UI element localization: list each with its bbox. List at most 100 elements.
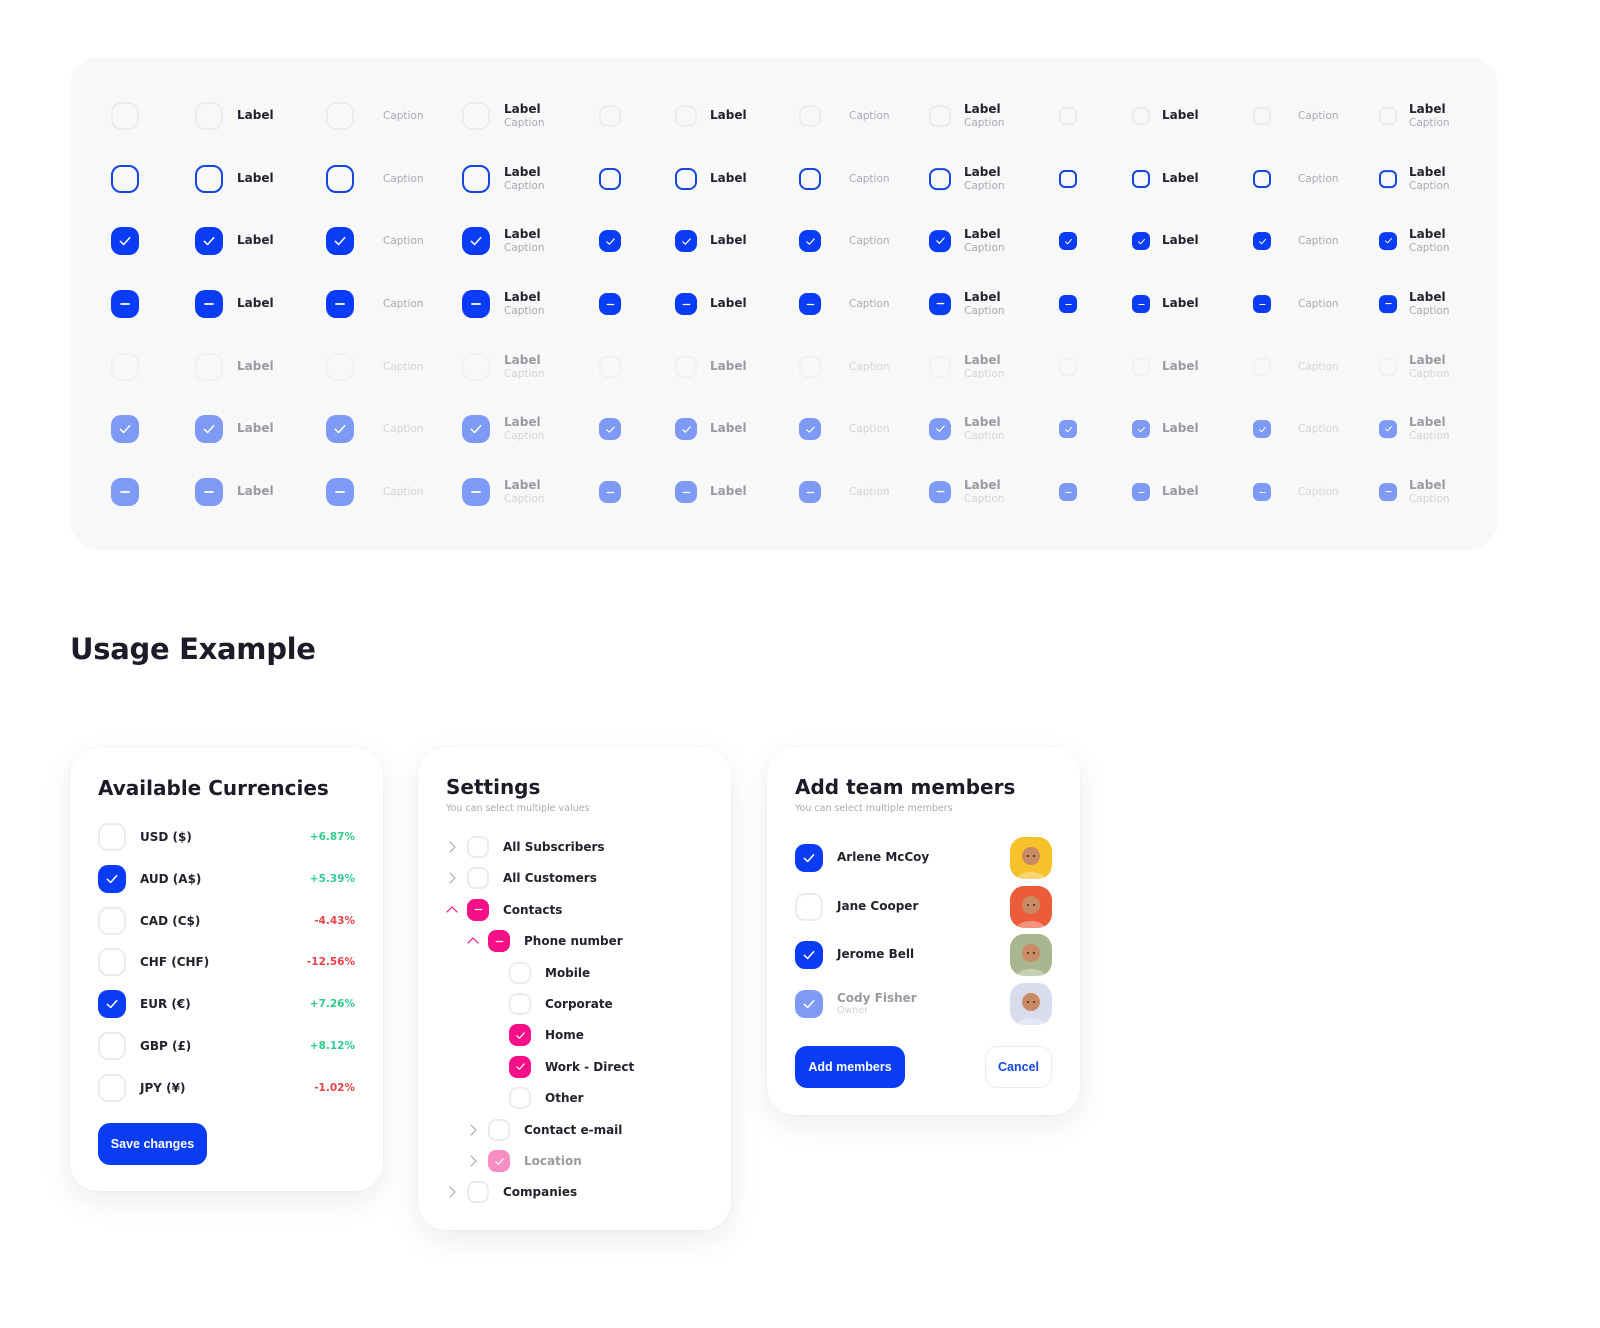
checkbox-box[interactable] [1379,357,1397,376]
checkbox-box[interactable] [599,168,621,190]
checkbox-small-indeterminate-with-label[interactable]: Label [1132,295,1199,313]
checkbox-small-disabled-checked-with-label-and-caption[interactable]: Label Caption [1379,415,1450,442]
expand-toggle[interactable] [445,1185,459,1199]
tree-checkbox[interactable] [488,1150,510,1172]
checkbox-box[interactable] [929,229,951,252]
checkbox-box[interactable] [1253,295,1271,313]
checkbox-small-disabled-with-caption[interactable]: Caption [1253,358,1339,376]
checkbox-small-checked-box-only[interactable] [1059,232,1077,250]
checkbox-box[interactable] [599,481,621,503]
checkbox-large-disabled-with-caption[interactable]: Caption [326,353,424,381]
checkbox-box[interactable] [195,102,223,130]
checkbox-box[interactable] [1059,107,1077,125]
currency-checkbox[interactable] [98,1032,126,1060]
expand-toggle[interactable] [445,871,459,885]
checkbox-box[interactable] [326,227,354,255]
checkbox-large-disabled-indeterminate-with-label-and-caption[interactable]: Label Caption [462,478,545,506]
expand-toggle[interactable] [466,1154,480,1168]
tree-item[interactable]: Work - Direct [487,1055,634,1078]
checkbox-box[interactable] [1379,294,1397,313]
checkbox-box[interactable] [675,481,697,503]
member-row[interactable]: Cody Fisher Owner [795,983,1052,1026]
tree-item[interactable]: Location [466,1150,582,1172]
checkbox-medium-default-with-label-and-caption[interactable]: Label Caption [929,102,1005,129]
checkbox-large-default-with-label-and-caption[interactable]: Label Caption [462,102,545,130]
expand-toggle[interactable] [466,934,480,948]
checkbox-medium-disabled-checked-with-label[interactable]: Label [675,418,747,440]
checkbox-large-disabled-checked-with-label-and-caption[interactable]: Label Caption [462,415,545,443]
tree-checkbox[interactable] [488,930,510,953]
tree-item[interactable]: Corporate [487,993,613,1015]
checkbox-small-disabled-with-label-and-caption[interactable]: Label Caption [1379,353,1450,380]
checkbox-box[interactable] [326,353,354,381]
checkbox-medium-checked-with-caption[interactable]: Caption [799,230,890,252]
checkbox-box[interactable] [111,165,139,193]
checkbox-box[interactable] [195,165,223,193]
tree-checkbox[interactable] [467,898,489,921]
tree-item[interactable]: All Customers [445,867,597,890]
checkbox-box[interactable] [799,481,821,503]
checkbox-medium-disabled-with-caption[interactable]: Caption [799,356,890,378]
checkbox-box[interactable] [1253,232,1271,250]
checkbox-large-indeterminate-box-only[interactable] [111,290,139,318]
checkbox-box[interactable] [195,290,223,318]
checkbox-box[interactable] [929,167,951,190]
checkbox-box[interactable] [462,165,490,193]
currency-checkbox[interactable] [98,864,126,893]
checkbox-box[interactable] [1059,295,1077,313]
checkbox-medium-checked-box-only[interactable] [599,230,621,252]
checkbox-medium-checked-with-label[interactable]: Label [675,230,747,252]
checkbox-medium-disabled-checked-with-label-and-caption[interactable]: Label Caption [929,415,1005,442]
checkbox-box[interactable] [1379,231,1397,250]
checkbox-large-checked-box-only[interactable] [111,227,139,255]
checkbox-large-disabled-checked-with-label[interactable]: Label [195,415,274,443]
checkbox-medium-disabled-indeterminate-box-only[interactable] [599,481,621,503]
checkbox-small-indeterminate-box-only[interactable] [1059,295,1077,313]
checkbox-box[interactable] [1059,420,1077,438]
checkbox-box[interactable] [1132,295,1150,313]
checkbox-medium-indeterminate-box-only[interactable] [599,293,621,315]
checkbox-box[interactable] [1253,107,1271,125]
checkbox-small-disabled-checked-with-caption[interactable]: Caption [1253,420,1339,438]
add-members-button[interactable]: Add members [795,1046,905,1088]
checkbox-box[interactable] [1059,232,1077,250]
checkbox-box[interactable] [462,290,490,318]
checkbox-box[interactable] [1379,106,1397,125]
checkbox-box[interactable] [1379,482,1397,501]
currency-row[interactable]: EUR (€) +7.26% [98,990,355,1019]
checkbox-box[interactable] [1253,483,1271,501]
checkbox-box[interactable] [195,227,223,255]
checkbox-box[interactable] [111,290,139,318]
checkbox-box[interactable] [929,417,951,440]
checkbox-small-disabled-indeterminate-with-label-and-caption[interactable]: Label Caption [1379,478,1450,505]
tree-checkbox[interactable] [467,836,489,858]
tree-checkbox[interactable] [467,867,489,890]
checkbox-box[interactable] [326,290,354,318]
member-checkbox[interactable] [795,941,823,970]
checkbox-medium-focus-with-label[interactable]: Label [675,168,747,190]
tree-checkbox[interactable] [488,1118,510,1141]
checkbox-box[interactable] [799,356,821,378]
checkbox-large-indeterminate-with-caption[interactable]: Caption [326,290,424,318]
checkbox-box[interactable] [462,353,490,381]
checkbox-box[interactable] [1132,107,1150,125]
checkbox-box[interactable] [799,230,821,252]
checkbox-box[interactable] [1253,170,1271,188]
checkbox-small-default-with-caption[interactable]: Caption [1253,107,1339,125]
checkbox-small-disabled-with-label[interactable]: Label [1132,358,1199,376]
checkbox-box[interactable] [1379,419,1397,438]
tree-checkbox[interactable] [509,1024,531,1047]
checkbox-medium-disabled-box-only[interactable] [599,356,621,378]
checkbox-box[interactable] [599,293,621,315]
checkbox-box[interactable] [462,415,490,443]
tree-item[interactable]: Phone number [466,930,623,953]
checkbox-box[interactable] [1379,169,1397,188]
checkbox-box[interactable] [1059,358,1077,376]
checkbox-small-focus-with-label-and-caption[interactable]: Label Caption [1379,165,1450,192]
checkbox-medium-focus-with-caption[interactable]: Caption [799,168,890,190]
checkbox-large-focus-with-label[interactable]: Label [195,165,274,193]
checkbox-small-default-with-label-and-caption[interactable]: Label Caption [1379,102,1450,129]
checkbox-medium-indeterminate-with-label-and-caption[interactable]: Label Caption [929,290,1005,317]
checkbox-large-disabled-box-only[interactable] [111,353,139,381]
checkbox-box[interactable] [111,415,139,443]
